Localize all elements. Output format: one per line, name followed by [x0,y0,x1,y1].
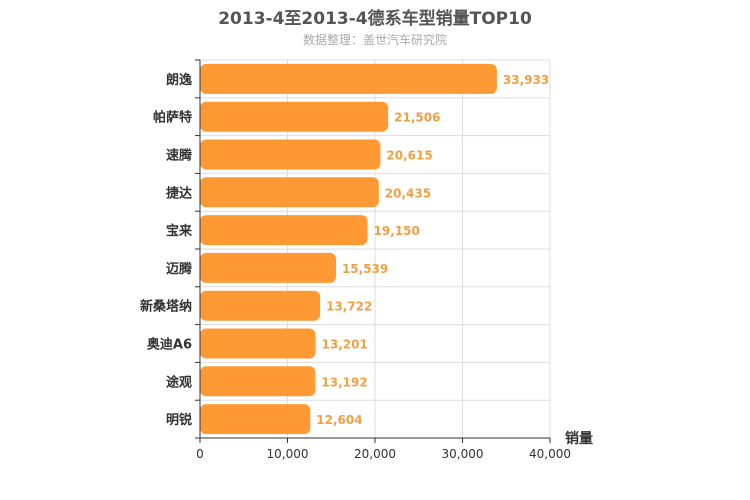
bar [200,366,316,397]
x-tick-label: 10,000 [267,447,309,461]
data-label: 20,435 [385,186,431,200]
chart-subtitle: 数据整理：盖世汽车研究院 [302,33,447,47]
category-label: 速腾 [166,148,193,164]
x-tick-label: 20,000 [354,447,396,461]
data-label: 19,150 [374,224,420,238]
bar [200,177,379,208]
bar [200,290,321,321]
category-label: 迈腾 [166,261,193,277]
bar [200,404,311,435]
data-label: 20,615 [386,149,432,163]
data-label: 15,539 [342,262,388,276]
bar [200,328,316,359]
category-label: 途观 [166,374,192,390]
bar [200,63,497,94]
category-label: 捷达 [166,185,192,201]
category-label: 明锐 [166,412,192,428]
category-label: 朗逸 [166,72,192,88]
data-label: 13,722 [326,300,372,314]
bar [200,101,389,132]
data-label: 12,604 [316,413,362,427]
data-label: 13,192 [321,375,367,389]
data-label: 21,506 [394,111,440,125]
x-tick-label: 40,000 [529,447,571,461]
data-label: 13,201 [322,338,368,352]
category-label: 新桑塔纳 [140,299,192,315]
category-label: 帕萨特 [153,110,192,126]
x-tick-label: 0 [196,447,204,461]
chart-title: 2013-4至2013-4德系车型销量TOP10 [218,9,532,29]
x-tick-label: 30,000 [442,447,484,461]
bar [200,252,336,283]
category-label: 奥迪A6 [147,337,192,353]
bar [200,139,381,170]
category-label: 宝来 [166,223,193,239]
bars: 33,933 21,506 20,615 20,435 19,150 15,539 13,7… [200,63,549,435]
bar [200,215,368,246]
x-axis-title: 销量 [565,430,593,447]
data-label: 33,933 [503,73,549,87]
